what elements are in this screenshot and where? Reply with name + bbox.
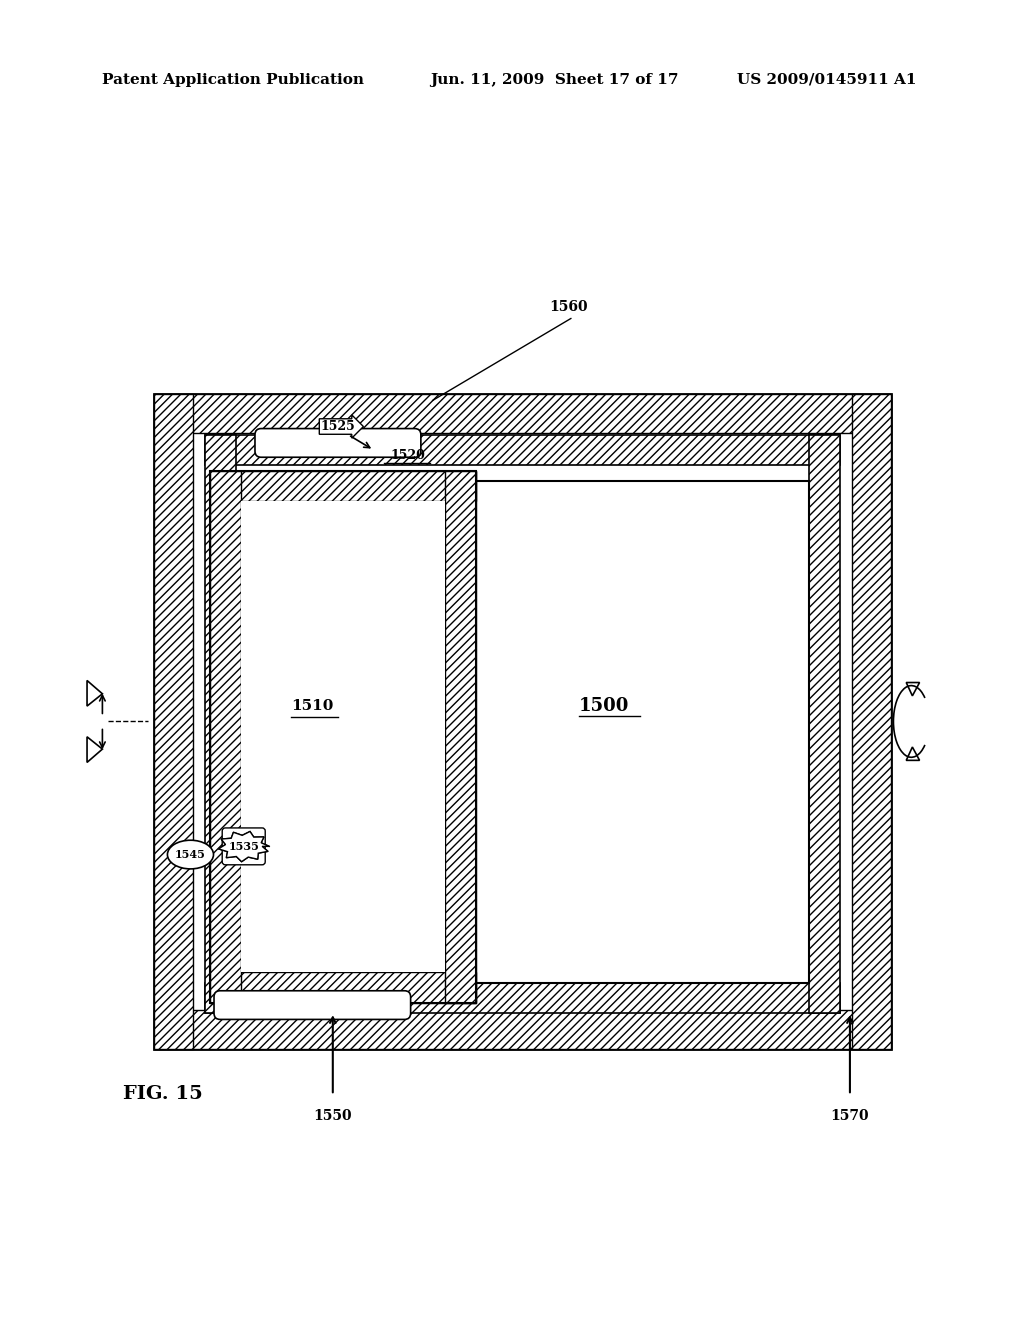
Text: 1510: 1510 xyxy=(291,700,334,713)
Bar xyxy=(205,434,840,466)
Bar xyxy=(154,1010,891,1049)
Bar xyxy=(241,502,445,973)
FancyBboxPatch shape xyxy=(214,991,411,1019)
Bar xyxy=(241,480,809,982)
Bar xyxy=(852,393,891,1049)
Bar xyxy=(809,434,840,1014)
FancyBboxPatch shape xyxy=(255,429,421,457)
Polygon shape xyxy=(218,832,269,862)
Text: 1500: 1500 xyxy=(579,697,630,715)
Text: 1545: 1545 xyxy=(175,849,206,861)
Bar xyxy=(154,393,891,433)
Text: 1550: 1550 xyxy=(313,1109,352,1122)
Bar xyxy=(210,470,241,1003)
Bar xyxy=(205,982,840,1014)
Text: 1560: 1560 xyxy=(549,300,588,314)
Bar xyxy=(210,973,476,1003)
Bar xyxy=(210,470,476,502)
Bar xyxy=(241,480,809,982)
Bar xyxy=(205,434,236,1014)
FancyBboxPatch shape xyxy=(222,828,265,865)
Text: US 2009/0145911 A1: US 2009/0145911 A1 xyxy=(737,73,916,87)
Text: Patent Application Publication: Patent Application Publication xyxy=(102,73,365,87)
Text: Jun. 11, 2009  Sheet 17 of 17: Jun. 11, 2009 Sheet 17 of 17 xyxy=(430,73,679,87)
Bar xyxy=(154,393,193,1049)
Text: 1520: 1520 xyxy=(390,449,425,462)
Text: 1535: 1535 xyxy=(228,841,259,851)
Text: 1570: 1570 xyxy=(830,1109,869,1122)
Text: FIG. 15: FIG. 15 xyxy=(123,1085,203,1104)
Ellipse shape xyxy=(167,841,213,869)
Bar xyxy=(210,470,476,1003)
Text: 1525: 1525 xyxy=(321,420,355,433)
Bar xyxy=(445,470,476,1003)
